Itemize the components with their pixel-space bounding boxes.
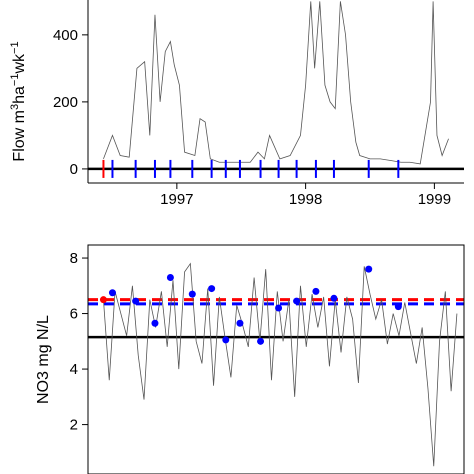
y-tick-label: 400 <box>53 27 78 44</box>
plot-box <box>87 244 465 474</box>
y-tick-label: 0 <box>70 161 78 178</box>
sample-point <box>222 336 230 344</box>
sample-point <box>330 294 338 302</box>
y-axis-label-part: wk <box>11 53 28 75</box>
y-tick-label: 200 <box>53 94 78 111</box>
sample-point <box>365 265 373 273</box>
sample-point <box>312 287 320 295</box>
y-axis-label-part: 3 <box>9 104 21 110</box>
y-axis-label-part: Flow m <box>11 110 28 162</box>
data-line <box>103 1 449 165</box>
y-tick-label: 8 <box>70 250 78 267</box>
data-line <box>103 262 458 467</box>
panel <box>88 1 464 178</box>
x-tick-label: 1997 <box>160 191 193 208</box>
sample-point <box>394 303 402 311</box>
sample-point <box>236 319 244 327</box>
sample-point <box>293 297 301 305</box>
sample-point <box>257 337 265 345</box>
sample-point <box>132 297 140 305</box>
y-axis-label-part: −1 <box>9 74 21 87</box>
sample-point <box>99 296 107 304</box>
sample-point <box>166 273 174 281</box>
x-tick-label: 1998 <box>289 191 322 208</box>
y-axis-label: NO3 mg N/L <box>35 315 52 404</box>
sample-point <box>188 290 196 298</box>
x-tick-label: 1999 <box>418 191 451 208</box>
y-axis-label-part: −1 <box>9 41 21 54</box>
sample-point <box>208 285 216 293</box>
y-tick-label: 2 <box>70 417 78 434</box>
panel <box>88 262 464 467</box>
y-tick-label: 6 <box>70 306 78 323</box>
y-tick-label: 4 <box>70 361 78 378</box>
sample-point <box>275 304 283 312</box>
sample-point <box>108 289 116 297</box>
y-axis-label: Flow m3ha−1wk−1 <box>9 41 28 161</box>
y-axis-label-part: ha <box>11 86 28 104</box>
sample-point <box>151 319 159 327</box>
